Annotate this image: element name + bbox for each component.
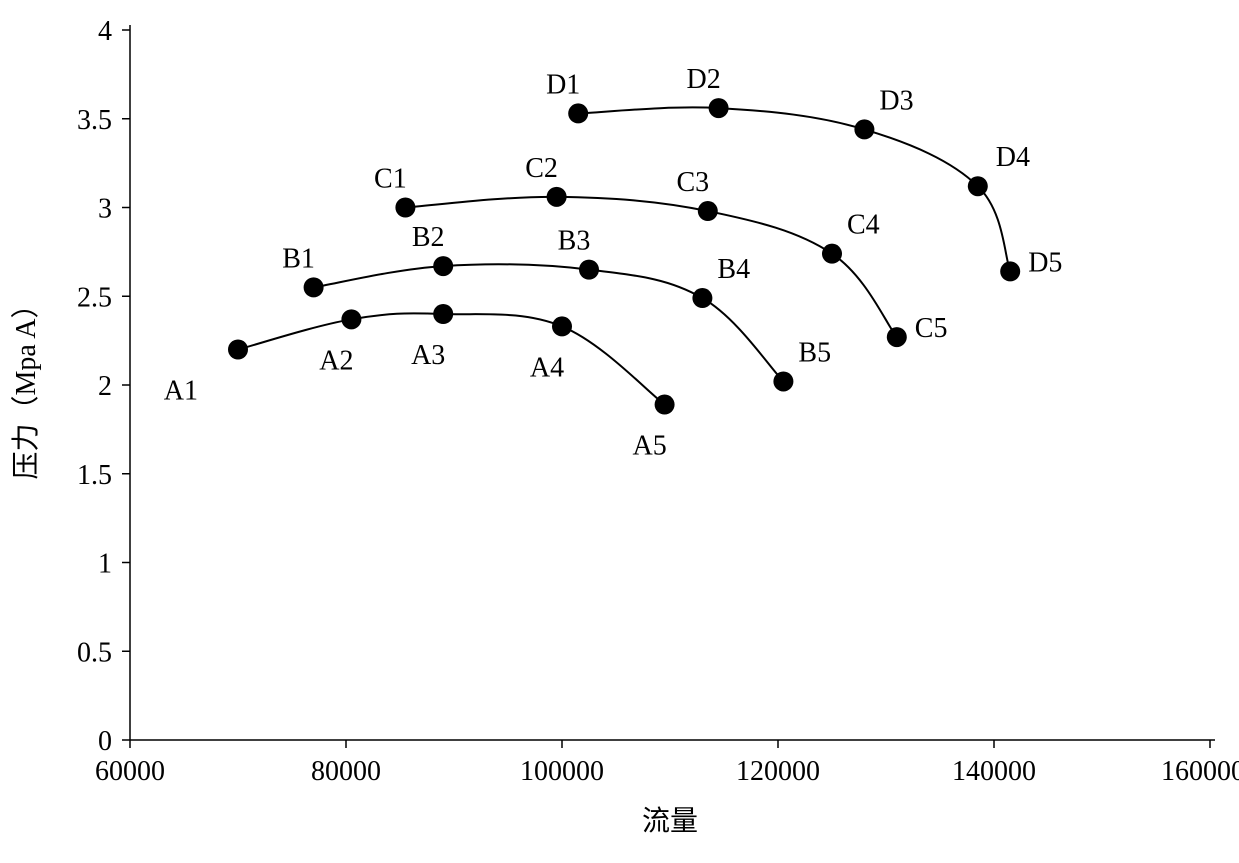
point-C2 <box>547 187 567 207</box>
y-axis-title: 压力（Mpa A） <box>10 290 42 479</box>
point-label-A3: A3 <box>411 340 445 371</box>
curve-A <box>238 313 665 404</box>
point-C3 <box>698 201 718 221</box>
point-label-A1: A1 <box>164 376 198 407</box>
point-label-C5: C5 <box>915 313 948 344</box>
y-tick-label: 1 <box>98 549 112 580</box>
chart-container: 0 0.5 1 1.5 2 2.5 3 3.5 4 60000 80000 100000 120000 1… <box>0 0 1239 863</box>
point-label-D5: D5 <box>1028 247 1062 278</box>
y-tick-label: 4 <box>98 16 112 47</box>
point-label-A4: A4 <box>530 352 564 383</box>
point-label-B5: B5 <box>798 337 831 368</box>
point-label-B3: B3 <box>558 226 591 257</box>
x-tick-label: 100000 <box>520 756 604 787</box>
point-label-C3: C3 <box>676 167 709 198</box>
point-C5 <box>887 327 907 347</box>
x-tick-label: 140000 <box>952 756 1036 787</box>
point-C4 <box>822 244 842 264</box>
point-B4 <box>692 288 712 308</box>
point-B2 <box>433 256 453 276</box>
point-label-D3: D3 <box>879 85 913 116</box>
point-A5 <box>655 395 675 415</box>
y-tick-label: 3.5 <box>77 105 112 136</box>
point-D5 <box>1000 261 1020 281</box>
curve-D <box>578 107 1010 271</box>
point-A3 <box>433 304 453 324</box>
point-D2 <box>709 98 729 118</box>
point-D1 <box>568 103 588 123</box>
point-label-B1: B1 <box>282 243 315 274</box>
x-tick-label: 120000 <box>736 756 820 787</box>
x-tick-label: 60000 <box>95 756 165 787</box>
x-axis-title: 流量 <box>642 805 698 837</box>
point-D4 <box>968 176 988 196</box>
point-label-C4: C4 <box>847 210 880 241</box>
chart-svg: 0 0.5 1 1.5 2 2.5 3 3.5 4 60000 80000 100000 120000 1… <box>0 0 1239 863</box>
point-A4 <box>552 316 572 336</box>
y-tick-label: 0 <box>98 726 112 757</box>
x-tick-label: 1600000 <box>1161 756 1239 787</box>
point-label-B2: B2 <box>412 222 445 253</box>
point-B1 <box>304 277 324 297</box>
point-label-A2: A2 <box>319 345 353 376</box>
point-D3 <box>854 119 874 139</box>
x-tick-label: 80000 <box>311 756 381 787</box>
point-B5 <box>773 371 793 391</box>
point-A2 <box>341 309 361 329</box>
point-B3 <box>579 260 599 280</box>
y-tick-label: 2.5 <box>77 282 112 313</box>
curve-C <box>405 197 896 337</box>
y-tick-label: 3 <box>98 194 112 225</box>
point-label-C2: C2 <box>525 153 558 184</box>
y-tick-label: 2 <box>98 371 112 402</box>
point-label-C1: C1 <box>374 164 407 195</box>
point-label-D2: D2 <box>686 64 720 95</box>
point-label-D4: D4 <box>996 142 1030 173</box>
y-tick-label: 0.5 <box>77 637 112 668</box>
y-tick-label: 1.5 <box>77 460 112 491</box>
point-A1 <box>228 340 248 360</box>
point-label-D1: D1 <box>546 69 580 100</box>
point-label-B4: B4 <box>717 254 750 285</box>
point-label-A5: A5 <box>632 431 666 462</box>
point-C1 <box>395 198 415 218</box>
